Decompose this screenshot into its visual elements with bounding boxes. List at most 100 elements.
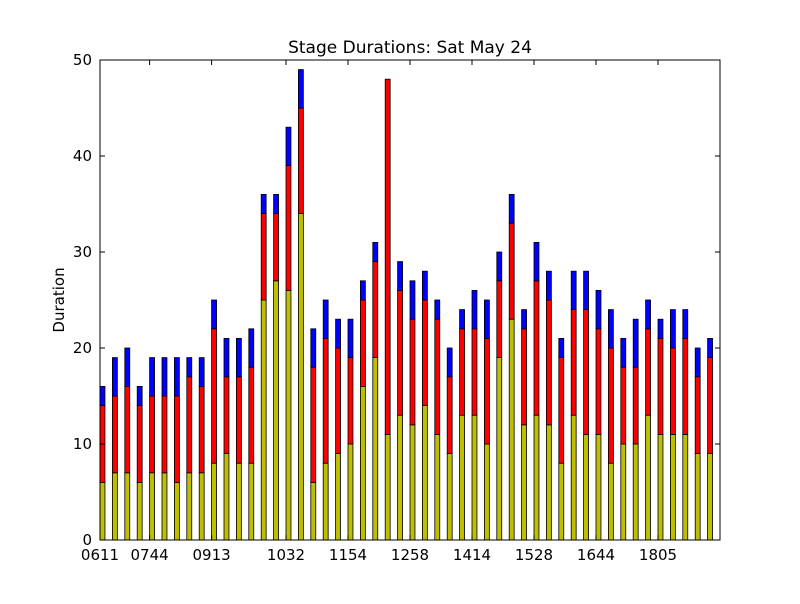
x-tick-label: 0913 [193,546,231,564]
y-tick-label: 10 [73,435,92,453]
bar-segment-1-23 [384,433,391,541]
bar-segment-2-20 [347,357,354,445]
bar-segment-1-46 [670,433,676,541]
bar-segment-3-35 [533,241,540,282]
bar-segment-1-15 [285,289,292,541]
bar-segment-3-20 [347,318,354,359]
bar-segment-1-47 [682,433,689,541]
bar-segment-3-34 [521,309,527,330]
bar-segment-3-37 [558,337,565,358]
bar-segment-1-33 [508,318,515,541]
bar-segment-1-13 [260,299,267,541]
bar-segment-2-35 [533,280,540,416]
bar-segment-2-3 [136,405,143,483]
chart-title: Stage Durations: Sat May 24 [288,38,532,58]
bar-segment-2-30 [471,328,478,416]
bar-segment-1-11 [235,462,242,541]
bar-segment-1-18 [322,462,329,541]
bar-segment-1-26 [421,405,428,541]
bar-segment-2-2 [124,385,131,474]
bar-segment-1-6 [173,481,180,541]
y-tick-label: 20 [73,339,92,357]
bar-segment-1-35 [533,414,540,541]
bar-segment-3-31 [483,299,490,339]
bar-segment-2-6 [173,395,180,483]
bar-segment-3-3 [136,385,143,406]
bar-segment-3-28 [446,347,453,378]
bar-segment-3-46 [670,309,676,349]
bar-segment-3-21 [359,280,366,301]
bar-segment-2-11 [235,376,242,464]
bar-segment-2-44 [645,328,651,416]
bar-segment-2-27 [434,318,441,435]
bar-segment-2-31 [483,337,490,445]
bar-segment-1-44 [645,414,651,541]
bar-segment-2-48 [694,376,701,454]
bar-segment-1-34 [521,424,527,541]
bar-segment-1-24 [397,414,403,541]
bar-segment-1-30 [471,414,478,541]
bar-segment-3-38 [570,270,577,311]
x-tick-label: 1805 [639,546,677,564]
bar-segment-3-49 [707,337,713,358]
bar-segment-3-30 [471,289,478,330]
bar-segment-1-31 [483,443,490,541]
x-tick-label: 1154 [329,546,367,564]
bar-segment-1-36 [546,424,552,541]
bar-segment-3-0 [99,385,106,406]
bar-segment-2-24 [397,289,403,416]
bar-segment-3-48 [694,347,701,378]
bar-segment-1-12 [248,462,255,541]
bar-segment-3-15 [285,126,292,166]
bar-segment-1-49 [707,453,713,541]
bar-segment-2-16 [297,107,304,214]
bar-segment-3-32 [496,251,503,282]
bar-segment-3-45 [657,318,664,339]
bar-segment-1-25 [409,424,416,541]
y-tick-label: 50 [73,51,92,69]
bar-segment-2-28 [446,376,453,454]
bar-segment-3-44 [645,299,651,330]
bar-segment-2-42 [620,366,627,445]
bar-segment-2-25 [409,318,416,426]
bar-segment-1-21 [359,385,366,541]
bar-segment-2-38 [570,309,577,416]
bar-segment-2-47 [682,337,689,435]
bar-segment-1-3 [136,481,143,541]
x-tick-label: 1414 [453,546,491,564]
bar-segment-1-38 [570,414,577,541]
bar-segment-1-19 [335,453,341,541]
bar-segment-2-49 [707,357,713,455]
bar-segment-3-42 [620,337,627,368]
bar-segment-3-6 [173,357,180,397]
bar-segment-3-36 [546,270,552,301]
bar-segment-3-25 [409,280,416,320]
bar-segment-2-36 [546,299,552,426]
bar-segment-2-7 [186,376,193,474]
bar-segment-2-39 [583,309,589,435]
bar-segment-3-22 [372,241,379,262]
bar-segment-1-20 [347,443,354,541]
bar-segment-2-26 [421,299,428,406]
bar-segment-1-39 [583,433,589,541]
bar-segment-2-32 [496,280,503,358]
bar-segment-1-8 [198,472,205,541]
bar-segment-3-39 [583,270,589,311]
bar-segment-1-5 [161,472,168,541]
bar-segment-2-12 [248,366,255,464]
bars-layer [99,69,713,541]
bar-segment-1-43 [632,443,639,541]
x-tick-label: 1528 [515,546,553,564]
bar-segment-3-2 [124,347,131,387]
bar-segment-3-9 [211,299,217,330]
bar-segment-1-9 [211,462,217,541]
bar-segment-3-4 [149,357,155,397]
bar-segment-1-1 [112,472,118,541]
bar-segment-3-33 [508,193,515,224]
y-tick-label: 0 [82,531,92,549]
bar-segment-3-12 [248,328,255,368]
bar-segment-3-43 [632,318,639,368]
bar-segment-3-40 [595,289,602,330]
